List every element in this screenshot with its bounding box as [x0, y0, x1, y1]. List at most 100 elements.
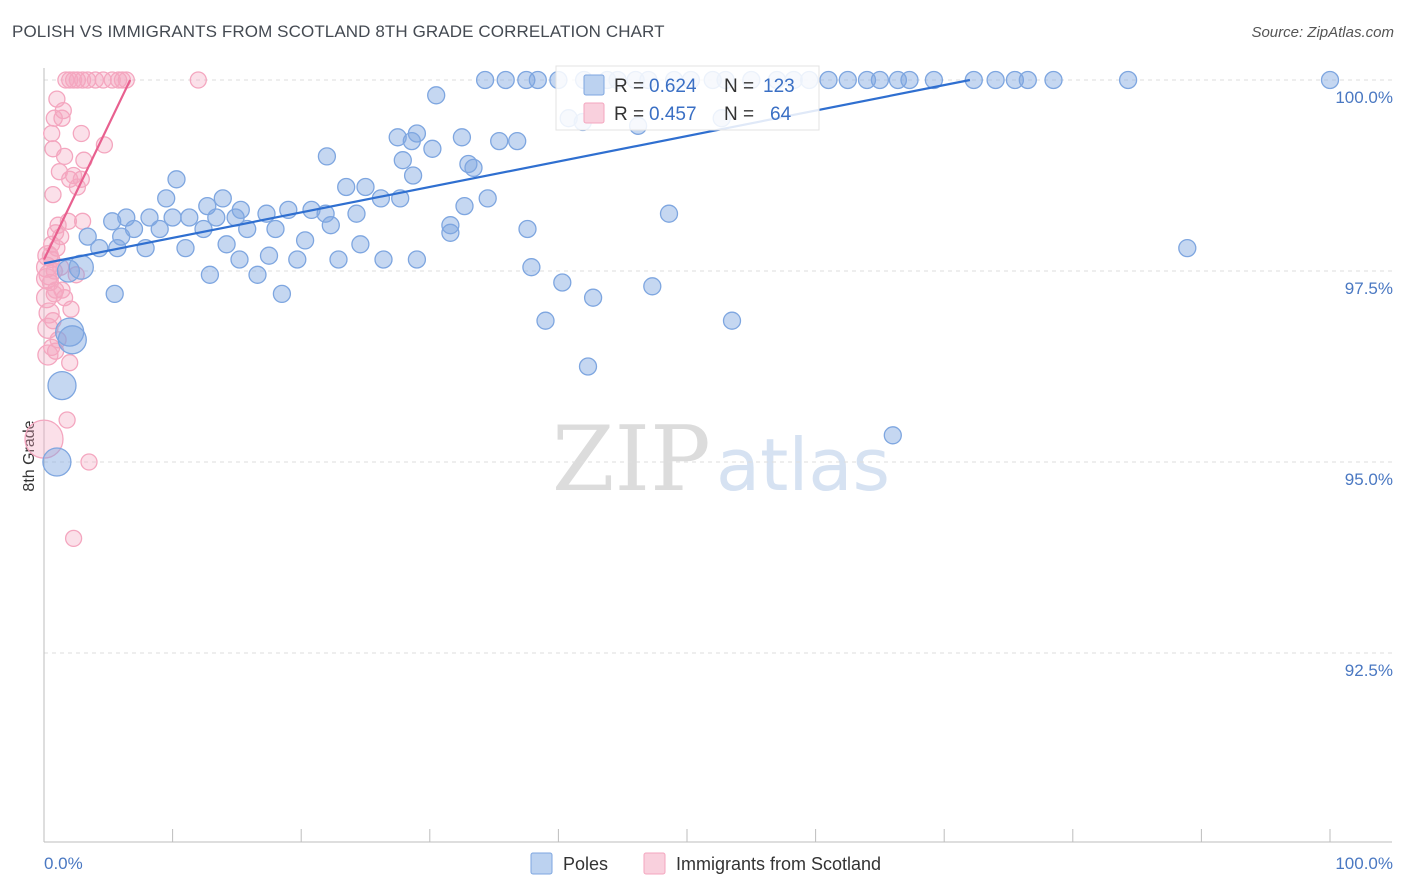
y-tick-label: 95.0% [1345, 470, 1393, 489]
x-ticks [172, 829, 1331, 842]
axes [43, 68, 1392, 843]
point-poles [140, 208, 159, 227]
point-scotland [43, 124, 61, 143]
point-scotland [64, 529, 83, 548]
point-scotland [62, 300, 80, 318]
legend-bottom-swatch-scotland [643, 852, 666, 875]
point-poles [213, 189, 232, 208]
point-poles [259, 246, 279, 265]
point-poles [1118, 70, 1138, 90]
point-poles [105, 284, 124, 304]
x-tick-label-min: 0.0% [44, 854, 83, 873]
y-tick-label: 100.0% [1335, 88, 1393, 107]
point-poles [553, 273, 572, 292]
point-poles [337, 177, 356, 197]
point-poles [295, 231, 315, 250]
point-poles [356, 177, 375, 197]
point-poles [490, 131, 509, 151]
point-poles [150, 219, 169, 239]
series-scotland-points [24, 71, 207, 548]
point-poles [838, 70, 857, 90]
point-poles [163, 208, 182, 227]
point-scotland [73, 71, 92, 89]
point-poles [317, 147, 337, 166]
legend-n-label-poles: N = [724, 76, 754, 97]
point-poles [103, 212, 122, 231]
point-poles [230, 250, 249, 269]
trend-lines [43, 78, 971, 265]
point-poles [200, 265, 220, 284]
point-poles [423, 139, 442, 158]
gridlines [44, 79, 1392, 654]
legend-r-value-scotland: 0.457 [649, 104, 697, 125]
point-poles [1018, 70, 1037, 90]
point-scotland [53, 109, 71, 127]
trend-line-poles [43, 78, 971, 265]
watermark-zip: ZIP [552, 407, 711, 512]
legend-bottom: Poles Immigrants from Scotland [530, 852, 881, 875]
chart-title: POLISH VS IMMIGRANTS FROM SCOTLAND 8TH G… [12, 22, 665, 41]
point-poles [883, 426, 902, 445]
point-poles [455, 196, 474, 216]
point-poles [870, 70, 890, 90]
point-poles [47, 370, 77, 401]
point-poles [42, 447, 72, 477]
point-poles [475, 70, 495, 90]
point-poles [986, 70, 1005, 90]
point-poles [659, 204, 679, 223]
point-poles [441, 223, 460, 242]
point-poles [583, 288, 603, 307]
point-poles [167, 170, 186, 189]
point-poles [78, 227, 97, 246]
legend-top: R = 0.624 N = 123 R = 0.457 N = 64 [555, 65, 820, 131]
legend-bottom-label-scotland: Immigrants from Scotland [676, 854, 881, 874]
point-poles [217, 235, 236, 254]
point-scotland [68, 178, 87, 196]
legend-n-value-poles: 123 [763, 76, 795, 97]
watermark: ZIP atlas [552, 407, 890, 512]
point-scotland [37, 344, 59, 366]
legend-r-label-scotland: R = [614, 104, 644, 125]
point-poles [441, 216, 460, 235]
point-scotland [80, 453, 98, 471]
point-poles [496, 70, 515, 90]
point-poles [924, 70, 944, 90]
y-tick-label: 97.5% [1345, 279, 1393, 298]
legend-bottom-swatch-poles [530, 852, 553, 875]
legend-r-label-poles: R = [614, 76, 644, 97]
point-poles [452, 128, 472, 147]
point-poles [427, 86, 446, 105]
point-poles [1178, 238, 1197, 258]
point-poles [518, 219, 537, 239]
point-poles [207, 208, 226, 227]
point-scotland [113, 71, 132, 89]
point-poles [176, 238, 195, 258]
point-poles [643, 277, 662, 296]
point-poles [388, 128, 407, 147]
point-poles [1044, 70, 1063, 90]
point-poles [407, 250, 427, 269]
point-poles [578, 357, 598, 376]
point-poles [347, 204, 366, 223]
point-scotland [46, 281, 65, 299]
point-poles [478, 189, 497, 208]
point-scotland [72, 124, 90, 143]
point-scotland [35, 287, 58, 309]
source-label: Source: ZipAtlas.com [1251, 24, 1394, 41]
point-scotland [73, 212, 92, 230]
point-poles [900, 70, 919, 90]
legend-n-value-scotland: 64 [770, 104, 792, 125]
point-scotland [61, 354, 79, 372]
point-poles [329, 250, 348, 269]
point-scotland [55, 147, 74, 166]
point-poles [1320, 70, 1340, 90]
y-tick-label: 92.5% [1345, 661, 1393, 680]
point-poles [248, 265, 267, 284]
point-poles [180, 208, 199, 227]
trend-line-scotland [43, 79, 132, 261]
point-poles [56, 259, 81, 283]
point-poles [522, 258, 541, 277]
point-scotland [189, 71, 207, 89]
point-poles [194, 219, 213, 239]
